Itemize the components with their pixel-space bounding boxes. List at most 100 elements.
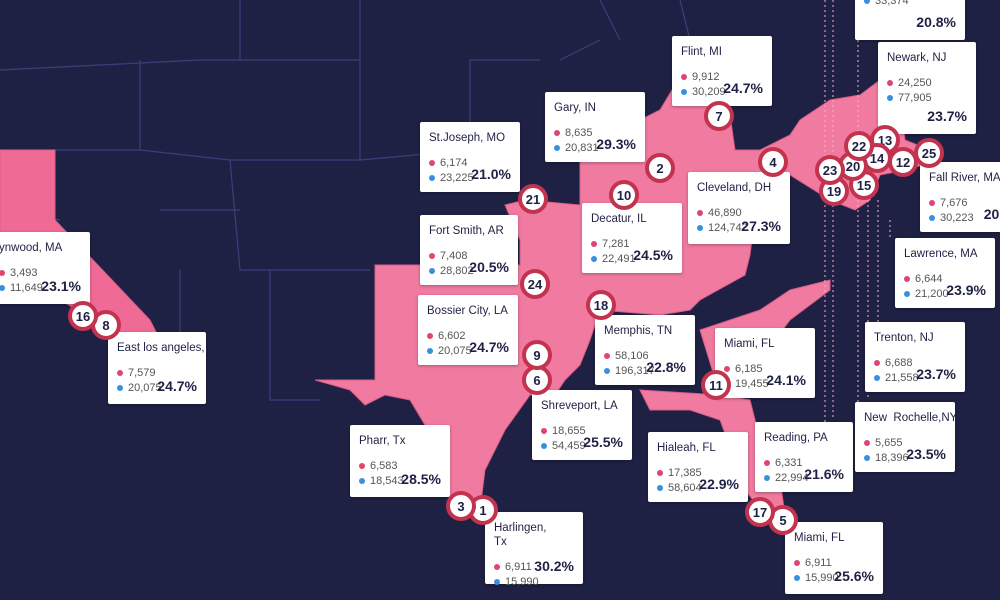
city-name: Miami, FL: [794, 532, 845, 544]
city-card: Bossier City, LA 6,602 20,075 24.7%: [418, 295, 518, 365]
stat-value: 6,174: [440, 156, 468, 169]
stat-row: 23,225: [429, 170, 512, 185]
legend-dot: [697, 224, 703, 231]
share-value: 25.5%: [583, 434, 623, 450]
stat-row: 58,604: [657, 480, 740, 495]
legend-dot: [604, 352, 610, 359]
rank-marker: 22: [844, 131, 874, 161]
legend-dot: [541, 427, 547, 434]
legend-dot: [904, 275, 910, 282]
share-value: 23.1%: [41, 278, 81, 294]
stat-row: 15,990: [494, 574, 575, 589]
city-card: Cleveland, DH 46,890 124,742 27.3%: [688, 172, 790, 244]
stat-value: 30,209: [692, 85, 726, 98]
city-name: Decatur, IL: [591, 213, 647, 225]
stat-value: 24,250: [898, 76, 932, 89]
stat-row: 6,583: [359, 458, 442, 473]
stat-value: 58,604: [668, 481, 702, 494]
legend-dot: [874, 359, 880, 366]
city-name: Memphis, TN: [604, 325, 673, 337]
legend-dot: [494, 563, 500, 570]
stat-row: 22,994: [764, 470, 845, 485]
stat-value: 6,602: [438, 329, 466, 342]
rank-marker: 18: [586, 290, 616, 320]
stat-row: 6,688: [874, 355, 957, 370]
city-card: Fort Smith, AR 7,408 28,802 20.5%: [420, 215, 518, 285]
legend-dot: [681, 88, 687, 95]
city-name: Shreveport, LA: [541, 400, 618, 412]
city-name: Trenton, NJ: [874, 332, 934, 344]
city-name: Bossier City, LA: [427, 305, 508, 317]
rank-marker: 9: [522, 340, 552, 370]
share-value: 25.6%: [834, 568, 874, 584]
legend-dot: [657, 469, 663, 476]
legend-dot: [591, 255, 597, 262]
city-card: Lawrence, MA 6,644 21,200 23.9%: [895, 238, 995, 308]
city-card: ynwood, MA 3,493 11,649 23.1%: [0, 232, 90, 304]
legend-dot: [864, 0, 870, 4]
rank-marker: 7: [704, 101, 734, 131]
stat-value: 8,635: [565, 126, 593, 139]
legend-dot: [681, 73, 687, 80]
city-card: Pharr, Tx 6,583 18,543 28.5%: [350, 425, 450, 497]
stat-row: 3,493: [0, 265, 82, 280]
legend-dot: [541, 442, 547, 449]
legend-dot: [887, 94, 893, 101]
legend-dot: [929, 214, 935, 221]
city-name: St.Joseph, MO: [429, 132, 506, 144]
rank-marker: 6: [522, 365, 552, 395]
stat-row: 28,802: [429, 263, 510, 278]
city-card: Shreveport, LA 18,655 54,459 25.5%: [532, 390, 632, 460]
stat-value: 18,396: [875, 451, 909, 464]
stat-row: 30,209: [681, 84, 764, 99]
legend-dot: [0, 269, 5, 276]
share-value: 28.5%: [401, 471, 441, 487]
stat-value: 33,374: [875, 0, 909, 7]
share-value: 24.7%: [469, 339, 509, 355]
stat-row: 7,408: [429, 248, 510, 263]
stat-value: 7,579: [128, 366, 156, 379]
legend-dot: [724, 365, 730, 372]
city-name: Pharr, Tx: [359, 435, 406, 447]
stat-value: 6,583: [370, 459, 398, 472]
stat-row: 33,374: [864, 0, 957, 8]
rank-marker: 21: [518, 184, 548, 214]
stat-value: 11,649: [10, 281, 43, 294]
legend-dot: [657, 484, 663, 491]
stat-value: 7,676: [940, 196, 968, 209]
legend-dot: [494, 578, 500, 585]
rank-marker: 19: [819, 176, 849, 206]
stat-row: 30,223: [929, 210, 1000, 225]
legend-dot: [794, 574, 800, 581]
share-value: 22.9%: [699, 476, 739, 492]
stat-row: 21,200: [904, 286, 987, 301]
legend-dot: [359, 462, 365, 469]
legend-dot: [591, 240, 597, 247]
legend-dot: [864, 454, 870, 461]
share-value: 27.3%: [741, 218, 781, 234]
share-value: 22.8%: [646, 359, 686, 375]
share-value: 23.7%: [927, 108, 967, 124]
stat-row: 15,990: [794, 570, 875, 585]
rank-marker: 16: [68, 301, 98, 331]
city-name: Gary, IN: [554, 102, 596, 114]
city-name: Cleveland, DH: [697, 182, 772, 194]
share-value: 21.0%: [471, 166, 511, 182]
stat-row: 6,911: [494, 559, 575, 574]
legend-dot: [764, 459, 770, 466]
stat-value: 6,185: [735, 362, 763, 375]
city-card: Gary, IN 8,635 20,831 29.3%: [545, 92, 645, 162]
stat-value: 17,385: [668, 466, 702, 479]
city-name: ynwood, MA: [0, 242, 63, 254]
stat-row: 9,912: [681, 69, 764, 84]
city-name: Reading, PA: [764, 432, 828, 444]
stat-row: 20,075: [427, 343, 510, 358]
stat-value: 124,742: [708, 221, 748, 234]
stat-row: 6,331: [764, 455, 845, 470]
stat-value: 22,994: [775, 471, 809, 484]
legend-dot: [764, 474, 770, 481]
stat-value: 15,990: [805, 571, 839, 584]
city-card: Trenton, NJ 6,688 21,558 23.7%: [865, 322, 965, 392]
share-value: 20.5%: [469, 259, 509, 275]
